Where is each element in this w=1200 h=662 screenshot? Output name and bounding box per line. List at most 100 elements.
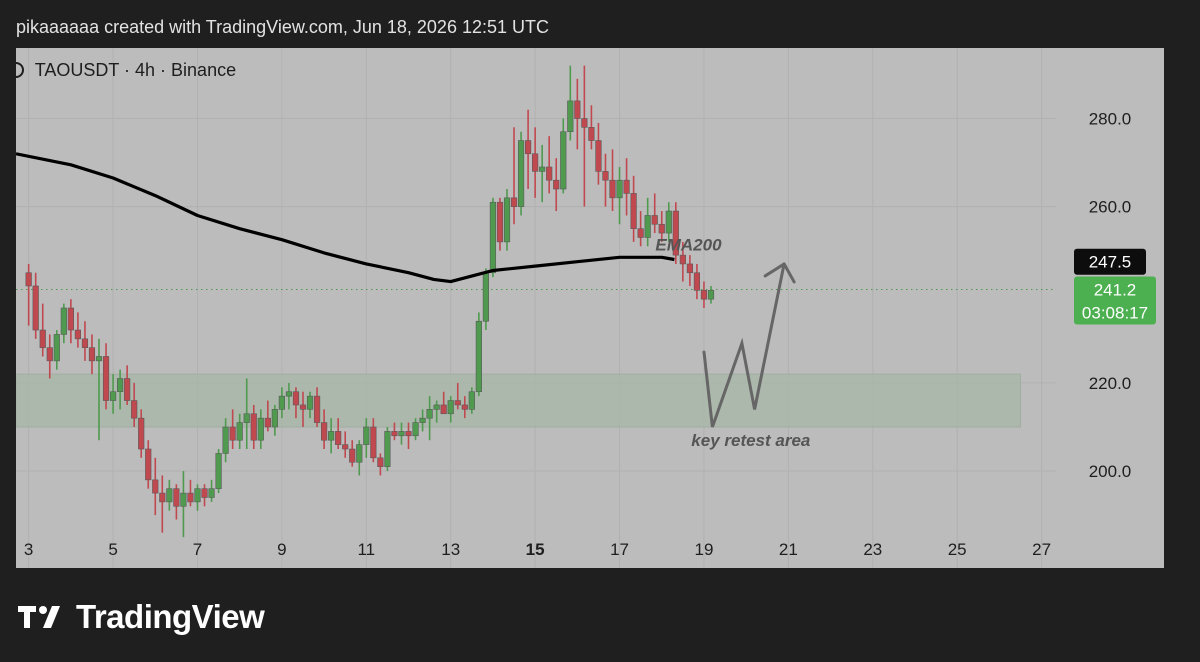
candle-body xyxy=(616,179,623,199)
candle-up xyxy=(363,418,370,458)
candle-body xyxy=(74,329,82,340)
candle-body xyxy=(644,215,651,238)
tradingview-logo-icon xyxy=(18,606,60,628)
candle-body xyxy=(159,492,166,503)
candle-up xyxy=(426,396,433,441)
chart-panel[interactable]: EMA200 key retest area 280.0 260.0 220.0 200.… xyxy=(16,48,1164,568)
candle-body xyxy=(152,479,159,494)
candle-up xyxy=(482,268,489,331)
candle-body xyxy=(243,413,250,423)
candle-body xyxy=(468,391,475,410)
candle-body xyxy=(32,285,39,331)
candle-body xyxy=(95,356,103,362)
chart-attribution: pikaaaaaa created with TradingView.com, … xyxy=(16,17,549,37)
candle-body xyxy=(88,347,96,362)
ema-value-badge xyxy=(1074,248,1146,275)
candlestick-chart[interactable]: EMA200 key retest area 280.0 260.0 220.0 200.… xyxy=(16,48,1164,568)
candle-body xyxy=(475,320,482,393)
candle-down xyxy=(461,396,468,419)
y-tick-label: 200.0 xyxy=(1089,462,1132,481)
candle-up xyxy=(616,166,623,225)
candle-body xyxy=(356,444,363,463)
x-tick-label: 23 xyxy=(863,540,882,559)
y-tick-label: 280.0 xyxy=(1089,110,1132,129)
candle-up xyxy=(398,422,405,445)
candle-body xyxy=(574,100,581,119)
candle-up xyxy=(285,382,293,410)
candle-body xyxy=(454,400,461,406)
candle-down xyxy=(658,211,665,242)
candle-body xyxy=(567,100,574,133)
ema200-line xyxy=(16,152,675,284)
candle-body xyxy=(264,417,271,428)
candle-body xyxy=(229,426,236,441)
candle-body xyxy=(581,118,588,128)
candle-body xyxy=(67,307,74,331)
candle-body xyxy=(419,417,426,423)
candle-down xyxy=(46,334,53,379)
candle-body xyxy=(215,453,222,489)
candle-down xyxy=(637,211,644,247)
candle-body xyxy=(412,422,419,437)
candle-body xyxy=(109,391,117,401)
candle-down xyxy=(292,387,300,419)
candle-down xyxy=(623,158,630,216)
candle-body xyxy=(489,201,497,274)
candle-down xyxy=(342,431,349,458)
tradingview-wordmark: TradingView xyxy=(76,598,265,635)
candle-body xyxy=(292,391,300,406)
ema200-label: EMA200 xyxy=(655,236,722,255)
candle-up xyxy=(356,440,363,476)
candle-body xyxy=(665,210,672,234)
candle-up xyxy=(208,479,215,502)
candle-body xyxy=(363,426,370,445)
candle-down xyxy=(630,175,637,242)
candle-body xyxy=(637,228,644,238)
candle-body xyxy=(679,254,686,265)
candle-down xyxy=(588,105,595,150)
candle-down xyxy=(173,484,180,520)
candle-down xyxy=(454,382,461,410)
candle-down xyxy=(609,149,616,212)
candle-up xyxy=(419,409,426,432)
candle-body xyxy=(124,378,131,401)
candle-body xyxy=(524,140,532,155)
candle-body xyxy=(693,272,701,291)
candle-body xyxy=(510,197,518,207)
candle-body xyxy=(335,431,342,445)
price-badge xyxy=(1074,276,1156,325)
candle-body xyxy=(658,223,665,234)
x-tick-label: 21 xyxy=(779,540,798,559)
symbol-legend: TAOUSDT · 4h · Binance xyxy=(16,60,236,81)
candle-up xyxy=(517,131,525,216)
candle-up xyxy=(222,418,229,463)
symbol-status-icon xyxy=(16,62,30,78)
candle-down xyxy=(67,299,74,344)
candle-down xyxy=(595,122,602,185)
candle-body xyxy=(391,431,398,437)
candle-body xyxy=(595,140,602,172)
candle-body xyxy=(201,488,208,498)
candle-body xyxy=(609,179,616,199)
candle-down xyxy=(229,409,236,450)
y-tick-label: 260.0 xyxy=(1089,198,1132,217)
candle-body xyxy=(180,492,187,507)
candle-body xyxy=(651,215,658,225)
candle-down xyxy=(201,484,208,507)
x-tick-label: 27 xyxy=(1032,540,1051,559)
candle-body xyxy=(236,422,243,441)
candle-body xyxy=(328,431,335,441)
candle-body xyxy=(187,492,194,503)
y-tick-label: 220.0 xyxy=(1089,374,1132,393)
candle-down xyxy=(524,109,532,190)
candle-body xyxy=(285,391,293,397)
candle-up xyxy=(489,197,497,278)
candle-body xyxy=(433,404,440,410)
candle-up xyxy=(644,197,651,247)
candle-up xyxy=(95,338,103,441)
candle-down xyxy=(138,409,145,458)
candle-down xyxy=(321,409,328,450)
candle-down xyxy=(152,457,159,516)
candle-down xyxy=(553,158,560,212)
candle-down xyxy=(651,193,658,234)
